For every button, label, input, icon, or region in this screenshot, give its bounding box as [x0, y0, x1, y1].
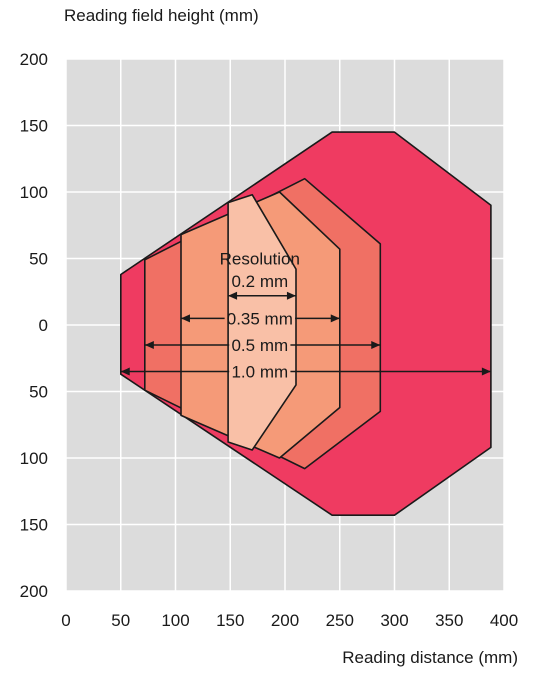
arrow-head: [371, 340, 381, 349]
y-tick-label: 100: [20, 449, 48, 468]
y-tick-label: 50: [29, 383, 48, 402]
x-tick-label: 350: [435, 611, 463, 630]
arrow-head: [228, 291, 238, 300]
arrow-head: [330, 314, 340, 323]
y-tick-label: 0: [39, 316, 48, 335]
region-0-2-mm: [227, 193, 297, 451]
arrow-head: [481, 367, 491, 376]
resolution-label: 0.5 mm: [231, 336, 288, 355]
resolution-title: Resolution: [220, 250, 300, 269]
x-tick-label: 100: [161, 611, 189, 630]
x-tick-label: 50: [111, 611, 130, 630]
y-axis-title: Reading field height (mm): [64, 6, 259, 25]
x-tick-label: 0: [61, 611, 70, 630]
x-tick-label: 300: [380, 611, 408, 630]
arrow-head: [180, 314, 190, 323]
arrow-head: [120, 367, 130, 376]
arrow-head: [286, 291, 296, 300]
x-tick-label: 250: [326, 611, 354, 630]
y-tick-label: 100: [20, 183, 48, 202]
y-tick-label: 150: [20, 516, 48, 535]
resolution-label: 1.0 mm: [231, 363, 288, 382]
y-tick-label: 200: [20, 582, 48, 601]
arrow-head: [144, 340, 154, 349]
resolution-label: 0.35 mm: [227, 309, 293, 328]
y-tick-label: 50: [29, 250, 48, 269]
x-axis-title: Reading distance (mm): [342, 648, 518, 667]
y-tick-label: 200: [20, 50, 48, 69]
x-tick-label: 150: [216, 611, 244, 630]
resolution-label: 0.2 mm: [231, 272, 288, 291]
x-tick-label: 400: [490, 611, 518, 630]
y-tick-label: 150: [20, 117, 48, 136]
x-tick-label: 200: [271, 611, 299, 630]
